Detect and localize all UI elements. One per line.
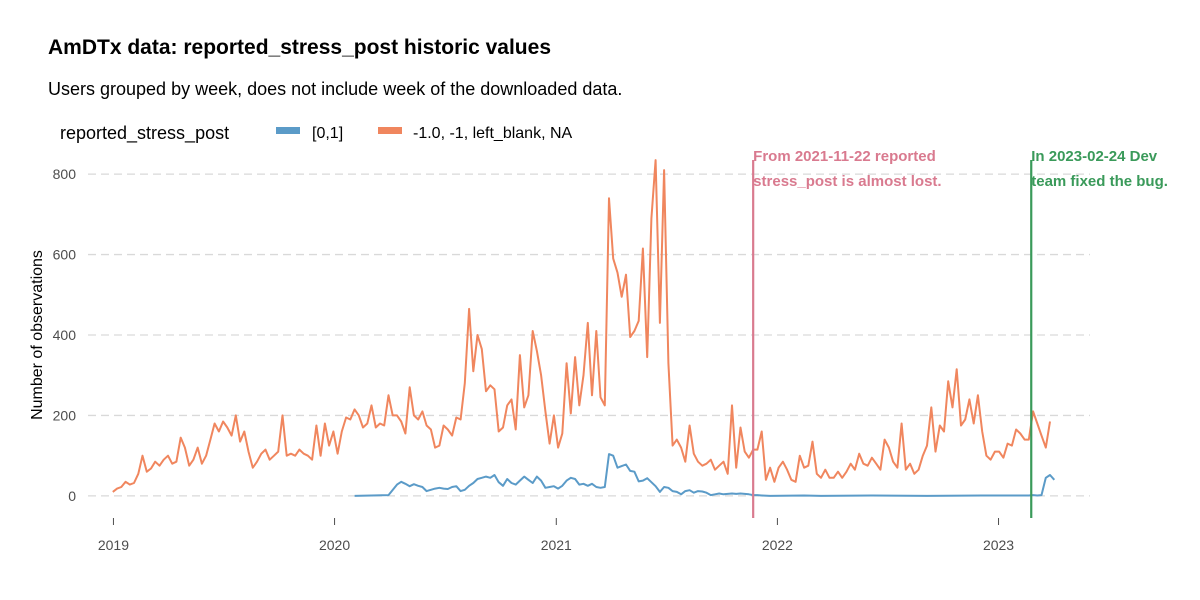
y-tick-label-200: 200 [53,407,77,423]
x-tick-label-2022: 2022 [762,537,793,553]
legend-label-0-1: [0,1] [312,125,343,142]
series-line-1 [112,159,1051,493]
legend-swatch-0-1 [276,127,300,134]
y-tick-label-400: 400 [53,327,77,343]
y-tick-labels: 0 200 400 600 800 [53,166,77,504]
legend-swatch-na [378,127,402,134]
series-line-0 [354,453,1056,497]
x-tick-label-2021: 2021 [541,537,572,553]
annotation-label-0-0: From 2021-11-22 reported [753,148,936,165]
legend-title: reported_stress_post [60,123,229,144]
x-tick-label-2020: 2020 [319,537,350,553]
y-tick-label-0: 0 [68,488,76,504]
x-tick-label-2019: 2019 [98,537,129,553]
chart-title: AmDTx data: reported_stress_post histori… [48,36,551,59]
annotation-label-0-1: stress_post is almost lost. [753,173,941,190]
legend: reported_stress_post [0,1] -1.0, -1, lef… [60,123,573,144]
y-tick-label-800: 800 [53,166,77,182]
annotation-label-1-1: team fixed the bug. [1031,173,1168,190]
series-layer [112,159,1056,497]
annotation-layer: From 2021-11-22 reported stress_post is a… [752,148,1168,518]
x-tick-label-2023: 2023 [983,537,1014,553]
x-ticks: 2019 2020 2021 2022 2023 [98,518,1014,553]
y-axis-title: Number of observations [29,250,46,420]
chart-subtitle: Users grouped by week, does not include … [48,79,622,99]
y-tick-label-600: 600 [53,247,77,263]
legend-label-na: -1.0, -1, left_blank, NA [413,125,573,142]
annotation-label-1-0: In 2023-02-24 Dev [1031,148,1158,165]
